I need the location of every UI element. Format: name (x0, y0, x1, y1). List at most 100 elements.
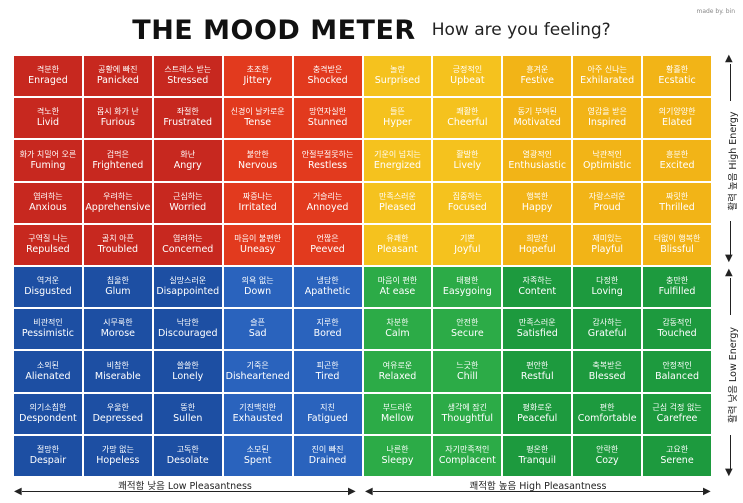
mood-cell[interactable]: 아주 신나는 Exhilarated (573, 56, 642, 97)
mood-cell[interactable]: 안절부절못하는 Restless (293, 140, 362, 181)
mood-cell[interactable]: 영감을 받은 Inspired (573, 98, 642, 139)
mood-cell[interactable]: 시무룩한 Morose (83, 309, 152, 350)
mood-cell[interactable]: 충만한 Fulfilled (643, 267, 711, 308)
mood-cell[interactable]: 거슬리는 Annoyed (293, 182, 362, 223)
mood-cell[interactable]: 피곤한 Tired (293, 351, 362, 392)
mood-cell[interactable]: 만족스러운 Satisfied (503, 309, 572, 350)
mood-cell[interactable]: 평화로운 Peaceful (503, 393, 572, 434)
mood-cell[interactable]: 스트레스 받는 Stressed (153, 56, 222, 97)
mood-cell[interactable]: 실망스러운 Disappointed (153, 267, 222, 308)
mood-cell[interactable]: 공황에 빠진 Panicked (83, 56, 152, 97)
mood-cell[interactable]: 초조한 Jittery (223, 56, 292, 97)
mood-cell[interactable]: 화가 치밀어 오른 Fuming (14, 140, 82, 181)
mood-cell[interactable]: 쾌활한 Cheerful (433, 98, 502, 139)
mood-cell[interactable]: 들뜬 Hyper (363, 98, 432, 139)
mood-cell[interactable]: 골치 아픈 Troubled (83, 224, 152, 265)
mood-cell[interactable]: 나른한 Sleepy (363, 435, 432, 476)
mood-cell[interactable]: 소모된 Spent (223, 435, 292, 476)
mood-cell[interactable]: 가망 없는 Hopeless (83, 435, 152, 476)
mood-cell[interactable]: 쓸쓸한 Lonely (153, 351, 222, 392)
mood-cell[interactable]: 다정한 Loving (573, 267, 642, 308)
mood-cell[interactable]: 충격받은 Shocked (293, 56, 362, 97)
mood-cell[interactable]: 비관적인 Pessimistic (14, 309, 82, 350)
mood-cell[interactable]: 긍정적인 Upbeat (433, 56, 502, 97)
mood-cell[interactable]: 근심하는 Worried (153, 182, 222, 223)
mood-cell[interactable]: 자기만족적인 Complacent (433, 435, 502, 476)
mood-cell[interactable]: 편한 Comfortable (573, 393, 642, 434)
mood-cell[interactable]: 우려하는 Apprehensive (83, 182, 152, 223)
mood-cell[interactable]: 겁먹은 Frightened (83, 140, 152, 181)
mood-cell[interactable]: 기운이 넘치는 Energized (363, 140, 432, 181)
mood-cell[interactable]: 생각에 잠긴 Thoughtful (433, 393, 502, 434)
mood-cell[interactable]: 차분한 Calm (363, 309, 432, 350)
mood-cell[interactable]: 근심 걱정 없는 Carefree (643, 393, 711, 434)
mood-cell[interactable]: 의욕 없는 Down (223, 267, 292, 308)
mood-cell[interactable]: 짜릿한 Thrilled (643, 182, 711, 223)
mood-cell[interactable]: 유쾌한 Pleasant (363, 224, 432, 265)
mood-cell[interactable]: 희망찬 Hopeful (503, 224, 572, 265)
mood-cell[interactable]: 집중하는 Focused (433, 182, 502, 223)
mood-cell[interactable]: 화난 Angry (153, 140, 222, 181)
mood-cell[interactable]: 열광적인 Enthusiastic (503, 140, 572, 181)
mood-cell[interactable]: 동기 부여된 Motivated (503, 98, 572, 139)
mood-cell[interactable]: 태평한 Easygoing (433, 267, 502, 308)
mood-cell[interactable]: 언짢은 Peeved (293, 224, 362, 265)
mood-cell[interactable]: 자랑스러운 Proud (573, 182, 642, 223)
mood-cell[interactable]: 행복한 Happy (503, 182, 572, 223)
mood-cell[interactable]: 감사하는 Grateful (573, 309, 642, 350)
mood-cell[interactable]: 불안한 Nervous (223, 140, 292, 181)
mood-cell[interactable]: 짜증나는 Irritated (223, 182, 292, 223)
mood-cell[interactable]: 슬픈 Sad (223, 309, 292, 350)
mood-cell[interactable]: 진이 빠진 Drained (293, 435, 362, 476)
mood-cell[interactable]: 역겨운 Disgusted (14, 267, 82, 308)
mood-cell[interactable]: 더없이 행복한 Blissful (643, 224, 711, 265)
mood-cell[interactable]: 비참한 Miserable (83, 351, 152, 392)
mood-cell[interactable]: 놀란 Surprised (363, 56, 432, 97)
mood-cell[interactable]: 기진맥진한 Exhausted (223, 393, 292, 434)
mood-cell[interactable]: 축복받은 Blessed (573, 351, 642, 392)
mood-cell[interactable]: 마음이 불편한 Uneasy (223, 224, 292, 265)
mood-cell[interactable]: 안전한 Secure (433, 309, 502, 350)
mood-cell[interactable]: 고독한 Desolate (153, 435, 222, 476)
mood-cell[interactable]: 안락한 Cozy (573, 435, 642, 476)
mood-cell[interactable]: 냉담한 Apathetic (293, 267, 362, 308)
mood-cell[interactable]: 몹시 화가 난 Furious (83, 98, 152, 139)
mood-cell[interactable]: 격분한 Enraged (14, 56, 82, 97)
mood-cell[interactable]: 뚱한 Sullen (153, 393, 222, 434)
mood-cell[interactable]: 구역질 나는 Repulsed (14, 224, 82, 265)
mood-cell[interactable]: 여유로운 Relaxed (363, 351, 432, 392)
mood-cell[interactable]: 소외된 Alienated (14, 351, 82, 392)
mood-cell[interactable]: 부드러운 Mellow (363, 393, 432, 434)
mood-cell[interactable]: 염려하는 Concerned (153, 224, 222, 265)
mood-cell[interactable]: 편안한 Restful (503, 351, 572, 392)
mood-cell[interactable]: 흥겨운 Festive (503, 56, 572, 97)
mood-cell[interactable]: 고요한 Serene (643, 435, 711, 476)
mood-cell[interactable]: 마음이 편한 At ease (363, 267, 432, 308)
mood-cell[interactable]: 만족스러운 Pleased (363, 182, 432, 223)
mood-cell[interactable]: 침울한 Glum (83, 267, 152, 308)
mood-cell[interactable]: 의기소침한 Despondent (14, 393, 82, 434)
mood-cell[interactable]: 망연자실한 Stunned (293, 98, 362, 139)
mood-cell[interactable]: 지루한 Bored (293, 309, 362, 350)
mood-cell[interactable]: 신경이 날카로운 Tense (223, 98, 292, 139)
mood-cell[interactable]: 지친 Fatigued (293, 393, 362, 434)
mood-cell[interactable]: 좌절한 Frustrated (153, 98, 222, 139)
mood-cell[interactable]: 낙관적인 Optimistic (573, 140, 642, 181)
mood-cell[interactable]: 우울한 Depressed (83, 393, 152, 434)
mood-cell[interactable]: 감동적인 Touched (643, 309, 711, 350)
mood-cell[interactable]: 절망한 Despair (14, 435, 82, 476)
mood-cell[interactable]: 자족하는 Content (503, 267, 572, 308)
mood-cell[interactable]: 기쁜 Joyful (433, 224, 502, 265)
mood-cell[interactable]: 황홀한 Ecstatic (643, 56, 711, 97)
mood-cell[interactable]: 재미있는 Playful (573, 224, 642, 265)
mood-cell[interactable]: 활발한 Lively (433, 140, 502, 181)
mood-cell[interactable]: 염려하는 Anxious (14, 182, 82, 223)
mood-cell[interactable]: 낙담한 Discouraged (153, 309, 222, 350)
mood-cell[interactable]: 느긋한 Chill (433, 351, 502, 392)
mood-cell[interactable]: 기죽은 Disheartened (223, 351, 292, 392)
mood-cell[interactable]: 흥분한 Excited (643, 140, 711, 181)
mood-cell[interactable]: 안정적인 Balanced (643, 351, 711, 392)
mood-cell[interactable]: 의기양양한 Elated (643, 98, 711, 139)
mood-cell[interactable]: 평온한 Tranquil (503, 435, 572, 476)
mood-cell[interactable]: 격노한 Livid (14, 98, 82, 139)
